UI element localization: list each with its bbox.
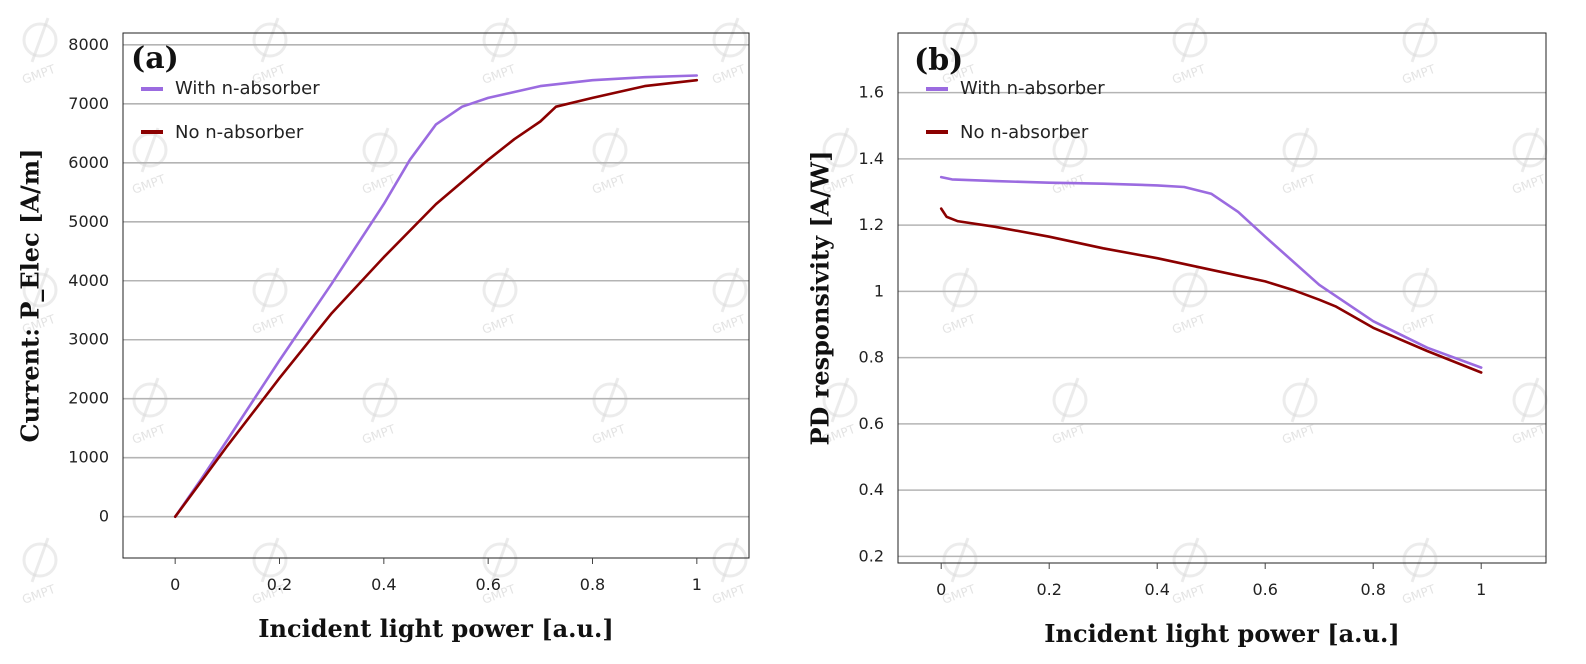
y-axis-ticks: 0.2 0.4 0.6 0.8 1 1.2 1.4 1.6: [859, 83, 884, 566]
legend: With n-absorber No n-absorber: [926, 78, 1105, 143]
x-tick-label: 1: [1476, 580, 1486, 599]
x-axis-ticks: 0 0.2 0.4 0.6 0.8 1: [170, 558, 702, 594]
x-tick-label: 0.6: [1252, 580, 1277, 599]
series-lines: [173, 74, 699, 518]
x-tick-label: 0.2: [267, 575, 292, 594]
x-axis-title: Incident light power [a.u.]: [258, 614, 613, 643]
y-tick-label: 0.6: [859, 414, 884, 433]
y-tick-label: 0.8: [859, 348, 884, 367]
x-tick-label: 0.8: [1360, 580, 1385, 599]
y-axis-title: Current: P_Elec [A/m]: [16, 148, 45, 442]
x-tick-label: 0.4: [371, 575, 396, 594]
x-tick-label: 1: [692, 575, 702, 594]
x-axis-ticks: 0 0.2 0.4 0.6 0.8 1: [936, 563, 1486, 599]
y-tick-label: 5000: [68, 212, 109, 231]
series-line-no-n-absorber: [173, 78, 699, 518]
x-tick-label: 0: [936, 580, 946, 599]
y-tick-label: 1: [874, 281, 884, 300]
x-tick-label: 0.6: [475, 575, 500, 594]
y-tick-label: 1.4: [859, 149, 884, 168]
x-tick-label: 0: [170, 575, 180, 594]
x-tick-label: 0.2: [1036, 580, 1061, 599]
y-tick-label: 1.6: [859, 83, 884, 102]
x-tick-label: 0.8: [580, 575, 605, 594]
series-line-with-n-absorber: [939, 175, 1483, 369]
legend-label-no-n-absorber: No n-absorber: [175, 122, 304, 143]
y-tick-label: 0: [99, 507, 109, 526]
grid-lines: [898, 91, 1546, 558]
y-tick-label: 8000: [68, 35, 109, 54]
legend: With n-absorber No n-absorber: [141, 78, 320, 143]
y-axis-ticks: 0 1000 2000 3000 4000 5000 6000 7000 8000: [68, 35, 109, 526]
chart-panel-a: 0 0.2 0.4 0.6 0.8 1 0 1000 2000 3000 4000 5000 6000…: [16, 32, 750, 643]
series-line-no-n-absorber: [939, 207, 1483, 374]
y-tick-label: 0.4: [859, 480, 884, 499]
panel-label: (b): [914, 43, 963, 78]
y-tick-label: 1.2: [859, 215, 884, 234]
y-tick-label: 2000: [68, 389, 109, 408]
legend-label-with-n-absorber: With n-absorber: [175, 78, 320, 99]
x-tick-label: 0.4: [1144, 580, 1169, 599]
y-tick-label: 1000: [68, 448, 109, 467]
y-axis-title: PD responsivity [A/W]: [806, 150, 835, 445]
panel-label: (a): [131, 41, 179, 76]
y-tick-label: 7000: [68, 94, 109, 113]
y-tick-label: 4000: [68, 271, 109, 290]
plot-frame: [122, 32, 750, 559]
y-tick-label: 3000: [68, 330, 109, 349]
y-tick-label: 0.2: [859, 546, 884, 565]
grid-lines: [123, 43, 749, 518]
chart-panel-b: 0 0.2 0.4 0.6 0.8 1 0.2 0.4 0.6 0.8 1 1.2 1.4 1.6 (b…: [806, 32, 1547, 648]
legend-label-no-n-absorber: No n-absorber: [960, 122, 1089, 143]
series-lines: [939, 175, 1483, 374]
legend-label-with-n-absorber: With n-absorber: [960, 78, 1105, 99]
x-axis-title: Incident light power [a.u.]: [1044, 619, 1399, 648]
plot-frame: [897, 32, 1547, 564]
y-tick-label: 6000: [68, 153, 109, 172]
series-line-with-n-absorber: [173, 74, 699, 518]
